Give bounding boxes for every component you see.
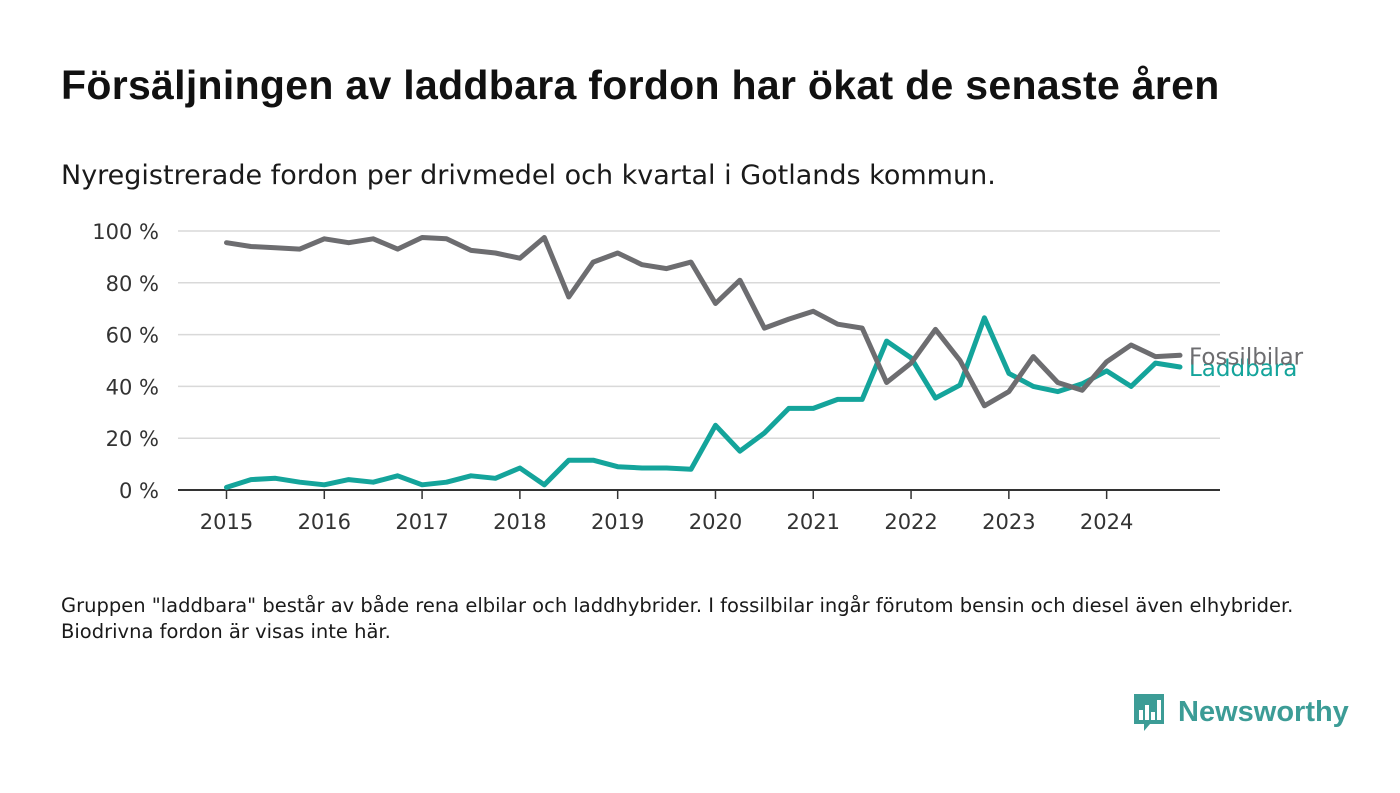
y-tick-label: 0 % xyxy=(119,479,159,503)
x-tick-label: 2019 xyxy=(591,510,644,534)
footnote: Gruppen "laddbara" består av både rena e… xyxy=(61,594,1294,643)
y-tick-label: 40 % xyxy=(106,375,159,399)
x-tick-label: 2021 xyxy=(787,510,840,534)
x-tick-label: 2022 xyxy=(884,510,937,534)
series-lines xyxy=(224,235,1183,490)
x-tick-label: 2024 xyxy=(1080,510,1133,534)
series-label-laddbara: Laddbara xyxy=(1189,356,1297,382)
x-tick-label: 2018 xyxy=(493,510,546,534)
x-tick-label: 2016 xyxy=(298,510,351,534)
gridlines xyxy=(178,230,1220,439)
chart-subtitle: Nyregistrerade fordon per drivmedel och … xyxy=(61,160,996,191)
brand-name: Newsworthy xyxy=(1178,695,1349,728)
series-line-fossilbilar xyxy=(224,235,1183,409)
chart-title: Försäljningen av laddbara fordon har öka… xyxy=(61,62,1220,108)
x-tick-label: 2017 xyxy=(395,510,448,534)
x-axis-ticks: 2015 2016 2017 2018 2019 2020 2021 2022 2023 2024 xyxy=(200,490,1133,534)
y-tick-label: 80 % xyxy=(106,272,159,296)
series-line-laddbara xyxy=(224,315,1183,490)
x-tick-label: 2023 xyxy=(982,510,1035,534)
y-tick-label: 100 % xyxy=(92,220,159,244)
x-tick-label: 2020 xyxy=(689,510,742,534)
series-label-fossilbilar: Fossilbilar xyxy=(1189,344,1304,370)
x-tick-label: 2015 xyxy=(200,510,253,534)
newsworthy-logo-icon xyxy=(1134,694,1164,731)
y-tick-label: 20 % xyxy=(106,427,159,451)
y-axis-ticks: 0 % 20 % 40 % 60 % 80 % 100 % xyxy=(92,220,159,503)
y-tick-label: 60 % xyxy=(106,324,159,348)
brand-logo[interactable]: Newsworthy xyxy=(1132,692,1349,732)
